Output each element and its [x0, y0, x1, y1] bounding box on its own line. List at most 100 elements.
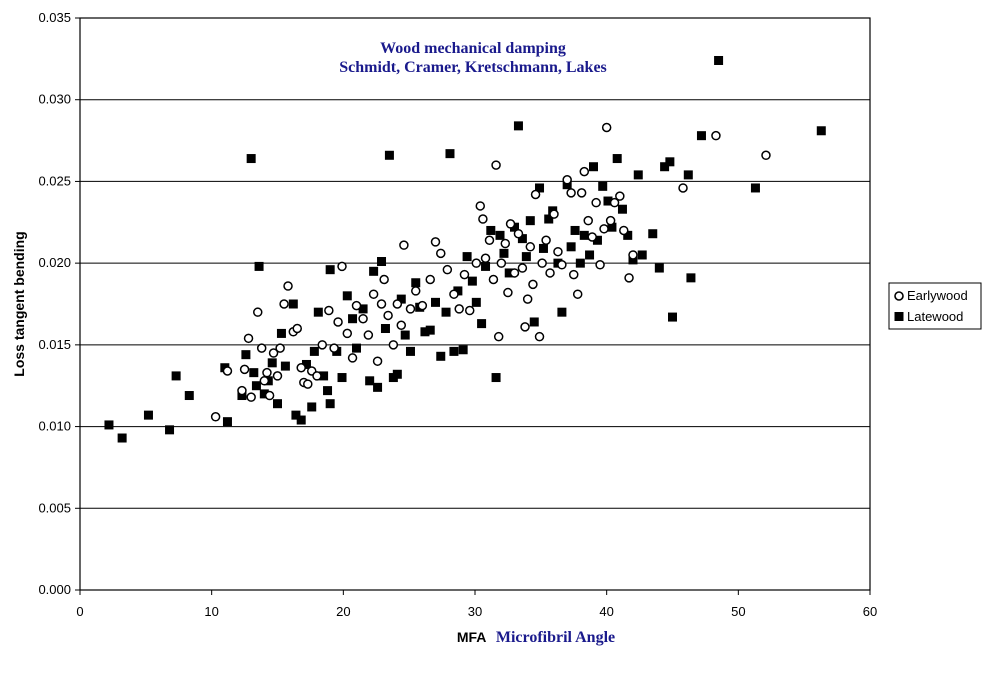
point-latewood	[325, 265, 335, 275]
point-earlywood	[417, 300, 428, 311]
point-earlywood	[379, 274, 389, 285]
point-latewood	[323, 386, 333, 396]
point-earlywood	[376, 299, 387, 309]
point-latewood	[495, 230, 505, 240]
legend-label-earlywood: Earlywood	[907, 288, 968, 303]
point-earlywood	[337, 261, 347, 272]
point-latewood	[491, 373, 501, 383]
point-earlywood	[761, 150, 771, 161]
y-tick-label: 0.000	[38, 582, 71, 597]
point-latewood	[117, 433, 127, 443]
point-latewood	[307, 402, 317, 412]
point-latewood	[660, 162, 670, 172]
point-latewood	[392, 369, 402, 379]
point-earlywood	[464, 305, 475, 316]
point-earlywood	[579, 166, 590, 177]
point-earlywood	[537, 258, 547, 268]
y-tick-label: 0.020	[38, 255, 71, 270]
point-latewood	[251, 381, 261, 391]
point-latewood	[337, 373, 347, 383]
point-latewood	[384, 150, 394, 160]
point-earlywood	[522, 294, 533, 304]
point-latewood	[750, 183, 760, 193]
point-earlywood	[628, 250, 638, 260]
point-latewood	[259, 389, 269, 399]
point-earlywood	[615, 191, 625, 201]
point-latewood	[499, 248, 509, 258]
point-latewood	[241, 350, 251, 360]
point-earlywood	[484, 235, 495, 246]
point-earlywood	[317, 340, 328, 350]
point-earlywood	[478, 214, 488, 224]
point-earlywood	[605, 215, 616, 226]
x-axis-title: MFA Microfibril Angle	[457, 629, 615, 646]
point-earlywood	[513, 228, 524, 239]
point-latewood	[301, 359, 311, 369]
point-latewood	[486, 225, 496, 235]
point-earlywood	[329, 343, 339, 353]
point-latewood	[589, 162, 598, 172]
point-latewood	[521, 252, 531, 262]
point-latewood	[449, 346, 459, 356]
point-earlywood	[576, 188, 587, 198]
point-latewood	[104, 420, 114, 430]
point-earlywood	[383, 310, 393, 321]
point-earlywood	[500, 238, 511, 249]
point-latewood	[607, 222, 617, 232]
point-latewood	[267, 358, 277, 368]
legend-label-latewood: Latewood	[907, 309, 963, 324]
y-tick-label: 0.015	[38, 337, 71, 352]
point-earlywood	[253, 307, 263, 317]
point-earlywood	[347, 353, 358, 363]
point-earlywood	[411, 286, 421, 296]
point-latewood	[648, 229, 658, 239]
point-latewood	[441, 307, 451, 317]
point-earlywood	[425, 274, 435, 285]
point-latewood	[592, 235, 602, 245]
point-latewood	[579, 230, 589, 240]
point-latewood	[254, 261, 264, 271]
point-earlywood	[363, 330, 374, 340]
x-axis-title-main: Microfibril Angle	[496, 629, 615, 646]
point-earlywood	[396, 320, 407, 330]
gridlines	[80, 99, 870, 509]
point-latewood	[816, 126, 826, 136]
legend: Earlywood Latewood	[888, 282, 982, 330]
point-earlywood	[222, 366, 233, 376]
point-latewood	[453, 286, 463, 296]
point-earlywood	[372, 356, 383, 366]
point-latewood	[566, 242, 576, 252]
point-latewood	[369, 266, 379, 276]
point-latewood	[510, 222, 519, 232]
point-latewood	[517, 234, 527, 244]
legend-box	[888, 282, 982, 330]
y-tick-label: 0.030	[38, 92, 71, 107]
point-earlywood	[259, 376, 270, 386]
point-earlywood	[534, 331, 545, 342]
x-tick-label: 50	[731, 604, 745, 619]
point-earlywood	[459, 269, 470, 280]
point-earlywood	[505, 219, 516, 229]
point-earlywood	[480, 253, 491, 263]
point-earlywood	[324, 305, 334, 316]
point-earlywood	[553, 246, 563, 257]
point-earlywood	[256, 343, 267, 353]
point-latewood	[575, 258, 585, 268]
point-latewood	[171, 371, 181, 381]
point-earlywood	[601, 122, 612, 133]
point-earlywood	[388, 340, 399, 350]
point-latewood	[513, 121, 523, 131]
point-latewood	[165, 425, 175, 435]
point-earlywood	[303, 379, 313, 389]
point-latewood	[280, 361, 290, 371]
point-latewood	[313, 307, 323, 317]
point-latewood	[309, 346, 319, 356]
point-earlywood	[243, 333, 254, 344]
point-latewood	[348, 314, 358, 324]
point-earlywood	[283, 281, 293, 291]
point-earlywood	[678, 183, 688, 193]
point-earlywood	[237, 385, 247, 396]
legend-marker-latewood	[894, 312, 904, 321]
legend-marker-earlywood	[894, 291, 904, 301]
point-earlywood	[488, 274, 499, 285]
